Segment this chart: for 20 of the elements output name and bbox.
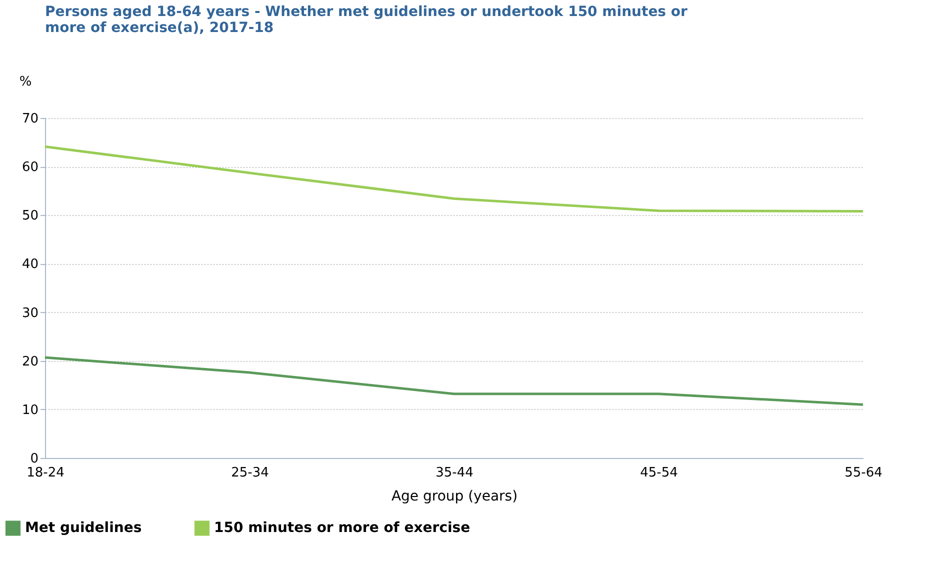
y-tick-label: 10: [22, 402, 38, 418]
x-tick-label: 25-34: [231, 466, 269, 480]
x-tick-label: 55-64: [844, 466, 882, 480]
legend-label: 150 minutes or more of exercise: [214, 520, 470, 536]
y-tick-label: 40: [22, 257, 38, 272]
line-series: [44, 356, 864, 406]
x-tick-label: 35-44: [436, 466, 474, 480]
x-tick-label: 45-54: [640, 466, 678, 480]
y-axis-title: %: [19, 74, 32, 90]
legend-label: Met guidelines: [25, 520, 142, 536]
y-tick-label: 60: [22, 160, 38, 176]
y-tick-label: 0: [30, 452, 38, 466]
line-series: [44, 145, 864, 213]
x-axis-title: Age group (years): [391, 488, 518, 504]
x-tick-label: 18-24: [26, 466, 64, 480]
chart-title: Persons aged 18-64 years - Whether met guidelines or undertook 150 minutes or more of exercise(a), 2017-18: [45, 4, 688, 36]
y-tick-label: 30: [22, 306, 38, 321]
y-tick-label: 70: [22, 112, 38, 126]
y-tick-label: 20: [22, 354, 38, 370]
y-tick-label: 50: [22, 208, 38, 224]
